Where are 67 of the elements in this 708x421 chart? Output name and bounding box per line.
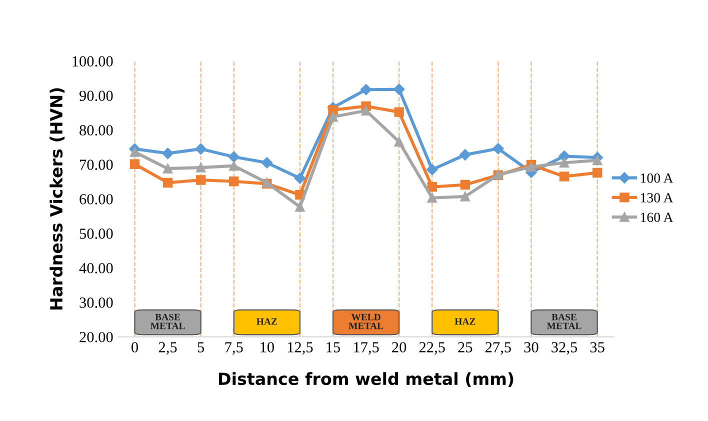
x-tick-label: 27,5: [486, 342, 511, 355]
x-tick-label: 25: [458, 342, 472, 352]
x-tick-label: 20: [392, 342, 406, 352]
y-tick-label: 80.00: [80, 125, 113, 136]
point: [162, 178, 173, 188]
band-label: HAZ: [454, 318, 476, 325]
x-tick-label: 22,5: [419, 342, 445, 355]
y-tick-label: 30.00: [80, 297, 113, 308]
point: [328, 112, 338, 122]
x-tick-label: 0: [132, 342, 138, 352]
point: [130, 147, 140, 157]
x-tick-label: 5: [198, 342, 204, 352]
point: [526, 162, 536, 172]
legend-label: 130 A: [640, 193, 674, 202]
x-tick-label: 35: [590, 342, 604, 352]
x-tick-label: 10: [260, 342, 274, 352]
point: [261, 157, 273, 168]
y-tick-label: 20.00: [80, 332, 113, 342]
y-tick-label: 60.00: [80, 194, 113, 204]
point: [394, 136, 404, 147]
point: [559, 158, 570, 168]
point: [295, 202, 305, 212]
y-tick-label: 40.00: [79, 263, 113, 274]
point: [460, 180, 470, 190]
point: [427, 182, 437, 192]
point: [162, 164, 173, 174]
point: [228, 151, 240, 162]
x-tick-label: 17,5: [354, 342, 379, 355]
point: [196, 162, 206, 172]
point: [460, 149, 471, 160]
x-tick-label: 32,5: [552, 342, 578, 355]
x-tick-label: 15: [326, 342, 340, 352]
point: [130, 159, 140, 169]
point: [162, 148, 174, 160]
x-axis-title: Distance from weld metal (mm): [218, 372, 514, 388]
band-label: HAZ: [256, 318, 277, 325]
point: [294, 172, 306, 184]
x-tick-label: 2,5: [158, 342, 177, 355]
x-tick-label: 7,5: [225, 342, 243, 355]
point: [229, 160, 239, 171]
point: [592, 155, 602, 166]
point: [592, 168, 602, 178]
point: [394, 107, 404, 117]
band-label: WELD METAL: [348, 314, 384, 330]
point: [492, 142, 504, 154]
point: [393, 84, 405, 95]
legend-label: 100 A: [640, 173, 674, 183]
point: [328, 105, 338, 115]
y-axis-title: Hardness Vickers (HVN): [50, 88, 65, 310]
y-tick-label: 90.00: [79, 90, 113, 102]
point: [427, 193, 437, 203]
y-tick-label: 50.00: [80, 228, 113, 239]
point: [229, 176, 239, 186]
point: [559, 172, 570, 182]
y-tick-label: 100.00: [72, 56, 113, 67]
point: [361, 106, 371, 116]
legend-label: 160 A: [640, 212, 674, 222]
band-label: BASE METAL: [150, 314, 185, 330]
band-label: BASE METAL: [546, 314, 582, 330]
point: [195, 143, 206, 155]
point: [426, 164, 438, 176]
point: [460, 192, 470, 202]
y-tick-label: 70.00: [80, 160, 113, 170]
x-tick-label: 30: [524, 342, 538, 352]
point: [360, 84, 372, 96]
point: [196, 175, 206, 185]
x-tick-label: 12,5: [288, 342, 313, 355]
